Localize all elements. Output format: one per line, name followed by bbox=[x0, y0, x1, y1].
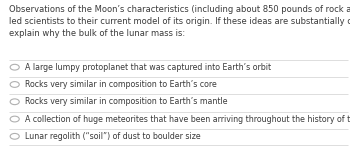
Text: A collection of huge meteorites that have been arriving throughout the history o: A collection of huge meteorites that hav… bbox=[25, 115, 350, 124]
Text: Rocks very similar in composition to Earth’s core: Rocks very similar in composition to Ear… bbox=[25, 80, 217, 89]
Text: Observations of the Moon’s characteristics (including about 850 pounds of rock a: Observations of the Moon’s characteristi… bbox=[9, 5, 350, 38]
Text: A large lumpy protoplanet that was captured into Earth’s orbit: A large lumpy protoplanet that was captu… bbox=[25, 63, 271, 72]
Text: Lunar regolith (“soil”) of dust to boulder size: Lunar regolith (“soil”) of dust to bould… bbox=[25, 132, 201, 141]
Text: Rocks very similar in composition to Earth’s mantle: Rocks very similar in composition to Ear… bbox=[25, 97, 228, 106]
